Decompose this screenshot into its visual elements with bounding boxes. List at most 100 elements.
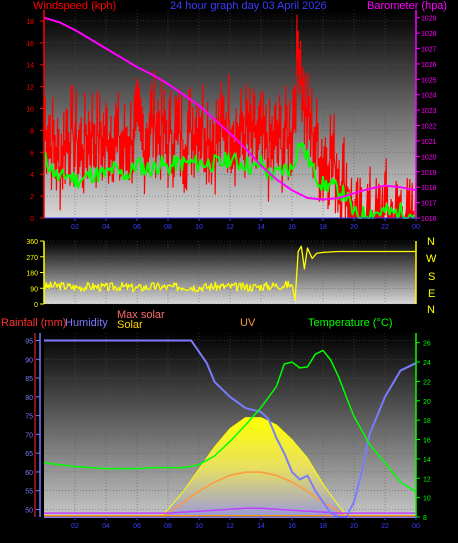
humidity-tick-label: 70	[25, 432, 33, 439]
temperature-tick-label: 20	[423, 399, 431, 406]
solar-label: Solar	[117, 319, 143, 331]
windspeed-tick-label: 10	[26, 107, 34, 114]
barometer-tick-label: 1016	[421, 216, 437, 223]
uv-series	[44, 507, 416, 514]
temperature-tick-label: 22	[423, 379, 431, 386]
windspeed-tick-label: 0	[30, 216, 34, 223]
x-tick-label: 06	[133, 523, 141, 530]
wind-direction-series	[43, 280, 292, 293]
wind-panel-series	[43, 14, 417, 219]
compass-w: W	[426, 253, 437, 265]
windspeed-tick-label: 4	[30, 172, 34, 179]
x-tick-label: 10	[195, 224, 203, 231]
barometer-tick-label: 1029	[421, 16, 437, 23]
barometer-tick-label: 1028	[421, 31, 437, 38]
temperature-tick-label: 18	[423, 418, 431, 425]
lower-panel-axes: 50 55 60 65 70 75 80 85 90 95 8 10 12 14 16 18 20 22 24 26 0…	[25, 333, 431, 530]
x-tick-label: 04	[102, 224, 110, 231]
lower-panel-series	[43, 339, 417, 518]
humidity-series	[44, 339, 417, 518]
x-tick-label: 18	[319, 224, 327, 231]
temperature-tick-label: 12	[423, 476, 431, 483]
barometer-tick-label: 1023	[421, 108, 437, 115]
barometer-tick-label: 1025	[421, 77, 437, 84]
temperature-tick-label: 26	[423, 341, 431, 348]
direction-tick-label: 180	[26, 271, 38, 278]
barometer-tick-label: 1021	[421, 139, 437, 146]
wind-panel-axes: 0246810121416181016101710181019102010211…	[26, 10, 437, 231]
humidity-tick-label: 80	[25, 395, 33, 402]
barometer-axis-title: Barometer (hpa)	[367, 0, 447, 12]
barometer-tick-label: 1022	[421, 124, 437, 131]
humidity-tick-label: 75	[25, 414, 33, 421]
compass-n-top: N	[427, 236, 435, 248]
x-tick-label: 20	[350, 224, 358, 231]
x-tick-label: 00	[412, 523, 420, 530]
rainfall-label: Rainfall (mm)	[1, 317, 66, 329]
temperature-tick-label: 8	[423, 515, 427, 522]
chart-title: 24 hour graph day 03 April 2026	[170, 0, 327, 12]
temperature-label: Temperature (°C)	[308, 317, 392, 329]
compass-s: S	[428, 271, 435, 283]
compass-e: E	[428, 288, 435, 300]
windspeed-tick-label: 6	[30, 150, 34, 157]
x-tick-label: 18	[319, 523, 327, 530]
x-tick-label: 12	[226, 523, 234, 530]
wind-average-series	[43, 142, 416, 219]
temperature-tick-label: 16	[423, 438, 431, 445]
x-tick-label: 16	[288, 523, 296, 530]
windspeed-tick-label: 18	[26, 19, 34, 26]
windspeed-tick-label: 14	[26, 63, 34, 70]
windspeed-axis-title: Windspeed (kph)	[33, 0, 116, 12]
temperature-tick-label: 14	[423, 457, 431, 464]
x-tick-label: 10	[195, 523, 203, 530]
barometer-tick-label: 1019	[421, 170, 437, 177]
humidity-tick-label: 95	[25, 339, 33, 346]
humidity-label: Humidity	[65, 317, 108, 329]
x-tick-label: 16	[288, 224, 296, 231]
x-tick-label: 12	[226, 224, 234, 231]
humidity-tick-label: 90	[25, 357, 33, 364]
windspeed-tick-label: 8	[30, 128, 34, 135]
barometer-tick-label: 1018	[421, 185, 437, 192]
max-solar-series	[159, 471, 349, 518]
temperature-series	[43, 349, 417, 493]
x-tick-label: 08	[164, 523, 172, 530]
direction-tick-label: 90	[30, 286, 38, 293]
x-tick-label: 14	[257, 523, 265, 530]
x-tick-label: 22	[381, 224, 389, 231]
compass-n-bottom: N	[427, 304, 435, 316]
wind-direction-series-late	[291, 245, 416, 302]
temperature-tick-label: 10	[423, 496, 431, 503]
x-tick-label: 20	[350, 523, 358, 530]
x-tick-label: 00	[412, 224, 420, 231]
windspeed-tick-label: 12	[26, 85, 34, 92]
uv-label: UV	[240, 317, 256, 329]
barometer-tick-label: 1024	[421, 93, 437, 100]
barometer-tick-label: 1026	[421, 62, 437, 69]
humidity-tick-label: 85	[25, 376, 33, 383]
max-solar-label: Max solar	[117, 309, 165, 321]
direction-tick-label: 0	[34, 302, 38, 309]
barometer-tick-label: 1017	[421, 201, 437, 208]
direction-panel-series	[43, 245, 416, 302]
direction-tick-label: 360	[26, 239, 38, 246]
x-tick-label: 06	[133, 224, 141, 231]
barometer-tick-label: 1020	[421, 154, 437, 161]
humidity-tick-label: 50	[25, 507, 33, 514]
windspeed-series	[43, 14, 417, 219]
windspeed-tick-label: 16	[26, 41, 34, 48]
solar-area	[158, 417, 349, 518]
x-tick-label: 22	[381, 523, 389, 530]
barometer-series	[43, 16, 417, 201]
direction-tick-label: 270	[26, 255, 38, 262]
humidity-tick-label: 65	[25, 451, 33, 458]
x-tick-label: 08	[164, 224, 172, 231]
x-tick-label: 02	[71, 523, 79, 530]
direction-panel-grid	[44, 240, 417, 305]
x-tick-label: 14	[257, 224, 265, 231]
windspeed-tick-label: 2	[30, 194, 34, 201]
x-tick-label: 02	[71, 224, 79, 231]
direction-panel-axes: 0 90 180 270 360	[26, 239, 417, 309]
